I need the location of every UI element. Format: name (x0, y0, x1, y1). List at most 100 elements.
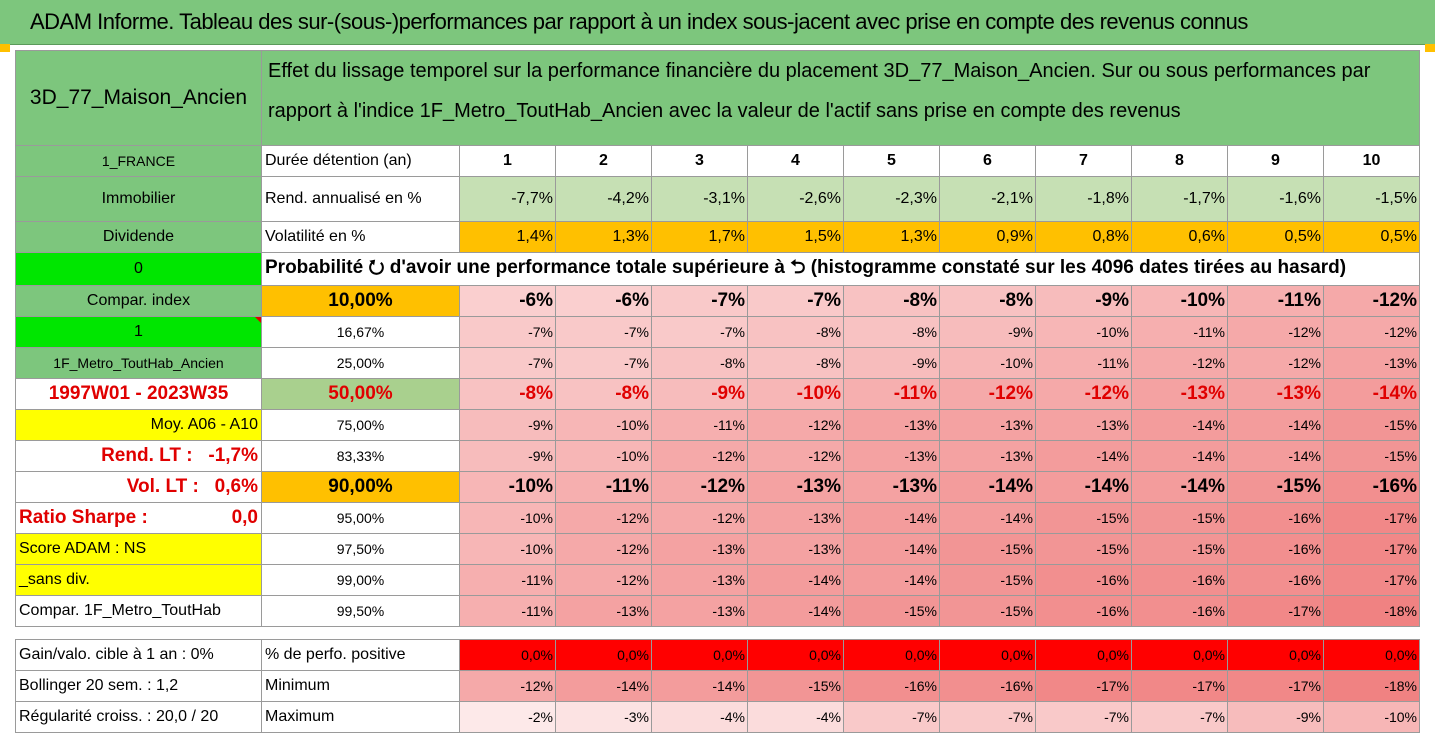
volatility-value: 1,7% (651, 221, 748, 253)
probability-level: 95,00% (261, 502, 460, 534)
probability-level: 25,00% (261, 347, 460, 379)
zero-selector[interactable]: 0 (15, 252, 262, 286)
outperformance-value: -15% (1323, 440, 1420, 472)
probability-row: 1 16,67% -7% -7% -7% -8% -8% -9% -10% -11% -12% -12… (15, 316, 1420, 348)
outperformance-value: -8% (747, 347, 844, 379)
volatility-value: 0,6% (1131, 221, 1228, 253)
outperformance-value: -10% (459, 502, 556, 534)
year-header: 8 (1131, 145, 1228, 177)
gap-cell (16, 627, 1420, 640)
sans-dividend-label: _sans div. (15, 564, 262, 596)
outperformance-value: -8% (651, 347, 748, 379)
outperformance-value: -15% (1035, 502, 1132, 534)
probability-row: _sans div. 99,00% -11% -12% -13% -14% -14% -15%… (15, 564, 1420, 596)
probability-level: 83,33% (261, 440, 460, 472)
outperformance-value: -12% (1323, 285, 1420, 317)
summary-value: -16% (843, 670, 940, 702)
summary-metric-label: Minimum (261, 670, 460, 702)
outperformance-value: -16% (1227, 564, 1324, 596)
outperformance-value: -16% (1227, 533, 1324, 565)
outperformance-value: -8% (555, 378, 652, 410)
summary-value: 0,0% (1323, 639, 1420, 671)
holding-duration-label: Durée détention (an) (261, 145, 460, 177)
outperformance-value: -14% (843, 502, 940, 534)
sharpe-value: 0,0 (231, 507, 258, 528)
annual-return-value: -1,7% (1131, 176, 1228, 222)
summary-left-label: Régularité croiss. : 20,0 / 20 (15, 701, 262, 733)
outperformance-value: -10% (939, 347, 1036, 379)
probability-row: Rend. LT : -1,7% 83,33% -9% -10% -12% -12% -13… (15, 440, 1420, 472)
outperformance-value: -8% (939, 285, 1036, 317)
index-selector[interactable]: 1 (15, 316, 262, 348)
outperformance-value: -12% (747, 440, 844, 472)
outperformance-value: -7% (459, 316, 556, 348)
annual-return-value: -2,3% (843, 176, 940, 222)
summary-value: 0,0% (1227, 639, 1324, 671)
outperformance-value: -11% (843, 378, 940, 410)
outperformance-value: -10% (555, 440, 652, 472)
probability-row: Compar. 1F_Metro_ToutHab 99,50% -11% -13% -1… (15, 595, 1420, 627)
outperformance-value: -10% (747, 378, 844, 410)
outperformance-value: -13% (747, 502, 844, 534)
volatility-value: 0,8% (1035, 221, 1132, 253)
header-row: 3D_77_Maison_Ancien Effet du lissage tem… (15, 50, 1420, 146)
summary-value: -9% (1227, 701, 1324, 733)
outperformance-value: -14% (1227, 440, 1324, 472)
probability-header-row: 0 Probabilité ⭮ d'avoir une performance … (15, 252, 1420, 286)
outperformance-value: -10% (1131, 285, 1228, 317)
annual-return-row: Immobilier Rend. annualisé en % -7,7% -4,… (15, 176, 1420, 222)
outperformance-value: -6% (459, 285, 556, 317)
probability-level: 90,00% (261, 471, 460, 503)
probability-row: 1997W01 - 2023W35 50,00% -8% -8% -9% -10% -11%… (15, 378, 1420, 410)
probability-row: Ratio Sharpe :0,0 95,00% -10% -12% -12% -13% -… (15, 502, 1420, 534)
year-header: 2 (555, 145, 652, 177)
summary-value: -18% (1323, 670, 1420, 702)
outperformance-value: -13% (651, 533, 748, 565)
probability-level: 10,00% (261, 285, 460, 317)
summary-value: -7% (1131, 701, 1228, 733)
outperformance-value: -14% (1227, 409, 1324, 441)
volatility-value: 1,5% (747, 221, 844, 253)
summary-value: -4% (747, 701, 844, 733)
outperformance-value: -14% (843, 564, 940, 596)
probability-level: 99,50% (261, 595, 460, 627)
outperformance-value: -16% (1035, 564, 1132, 596)
probability-level: 99,00% (261, 564, 460, 596)
index-name-label: 1F_Metro_ToutHab_Ancien (15, 347, 262, 379)
summary-value: -7% (843, 701, 940, 733)
outperformance-value: -10% (1035, 316, 1132, 348)
outperformance-value: -14% (939, 471, 1036, 503)
summary-row: Bollinger 20 sem. : 1,2 Minimum -12% -14% -1… (15, 670, 1420, 702)
outperformance-value: -14% (1035, 471, 1132, 503)
summary-value: 0,0% (939, 639, 1036, 671)
dividend-label: Dividende (15, 221, 262, 253)
report-banner: ADAM Informe. Tableau des sur-(sous-)per… (0, 0, 1435, 45)
summary-value: -12% (459, 670, 556, 702)
outperformance-value: -15% (1227, 471, 1324, 503)
volatility-value: 0,5% (1227, 221, 1324, 253)
outperformance-value: -12% (1323, 316, 1420, 348)
outperformance-value: -9% (843, 347, 940, 379)
outperformance-value: -11% (1227, 285, 1324, 317)
outperformance-value: -17% (1323, 564, 1420, 596)
year-header: 6 (939, 145, 1036, 177)
summary-value: -17% (1035, 670, 1132, 702)
moy-label: Moy. A06 - A10 (15, 409, 262, 441)
outperformance-value: -14% (747, 595, 844, 627)
outperformance-value: -11% (555, 471, 652, 503)
summary-value: -4% (651, 701, 748, 733)
outperformance-value: -7% (747, 285, 844, 317)
corner-mark-left (0, 44, 10, 52)
summary-value: 0,0% (651, 639, 748, 671)
long-term-volatility: Vol. LT : 0,6% (15, 471, 262, 503)
summary-value: -3% (555, 701, 652, 733)
outperformance-value: -12% (555, 533, 652, 565)
summary-left-label: Gain/valo. cible à 1 an : 0% (15, 639, 262, 671)
outperformance-value: -15% (1035, 533, 1132, 565)
outperformance-value: -13% (843, 409, 940, 441)
probability-caption: Probabilité ⭮ d'avoir une performance to… (261, 252, 1420, 286)
outperformance-value: -13% (747, 533, 844, 565)
summary-left-label: Bollinger 20 sem. : 1,2 (15, 670, 262, 702)
summary-value: 0,0% (747, 639, 844, 671)
probability-row: 1F_Metro_ToutHab_Ancien 25,00% -7% -7% -8% -8… (15, 347, 1420, 379)
